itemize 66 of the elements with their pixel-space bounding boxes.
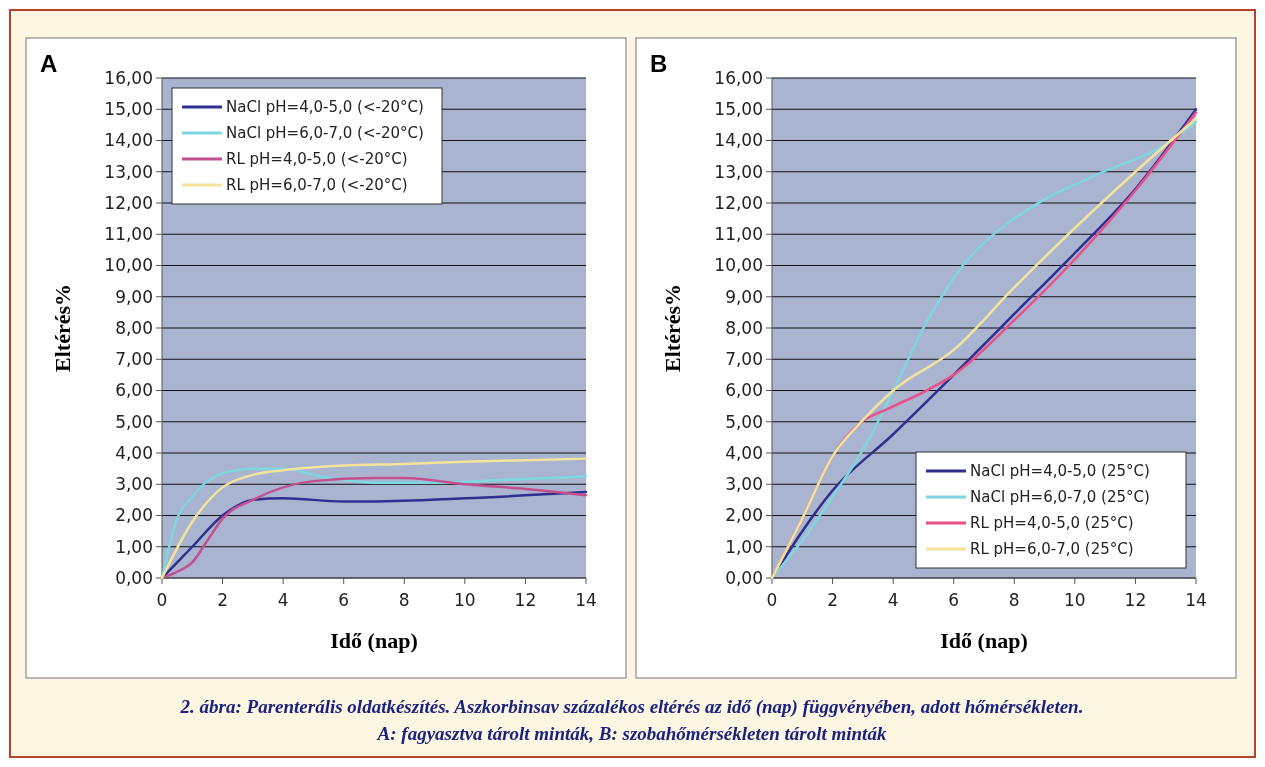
x-tick-label: 2 bbox=[827, 590, 838, 610]
legend-label: NaCl pH=6,0-7,0 (<-20°C) bbox=[226, 124, 424, 143]
y-tick-label: 15,00 bbox=[714, 99, 763, 120]
y-tick-label: 8,00 bbox=[115, 317, 153, 338]
x-tick-label: 8 bbox=[398, 590, 410, 610]
y-tick-label: 1,00 bbox=[115, 536, 153, 557]
chart-title: A bbox=[40, 50, 58, 77]
x-tick-label: 10 bbox=[1064, 590, 1086, 610]
x-tick-label: 12 bbox=[1124, 590, 1147, 610]
legend-label: RL pH=4,0-5,0 (25°C) bbox=[970, 514, 1134, 533]
y-tick-label: 16,00 bbox=[714, 67, 763, 88]
y-tick-label: 5,00 bbox=[115, 411, 153, 432]
y-tick-label: 4,00 bbox=[725, 442, 763, 463]
legend-label: NaCl pH=6,0-7,0 (25°C) bbox=[970, 488, 1150, 507]
y-tick-label: 8,00 bbox=[725, 317, 763, 338]
y-tick-label: 10,00 bbox=[104, 255, 153, 276]
y-tick-label: 15,00 bbox=[104, 99, 153, 120]
x-tick-label: 4 bbox=[277, 590, 289, 610]
x-tick-label: 6 bbox=[948, 590, 960, 610]
legend-label: NaCl pH=4,0-5,0 (<-20°C) bbox=[226, 98, 424, 117]
x-tick-label: 2 bbox=[217, 590, 228, 610]
y-tick-label: 7,00 bbox=[725, 349, 763, 370]
y-tick-label: 6,00 bbox=[115, 380, 153, 401]
y-tick-label: 13,00 bbox=[714, 161, 763, 182]
y-tick-label: 9,00 bbox=[725, 286, 763, 307]
legend-label: RL pH=6,0-7,0 (<-20°C) bbox=[226, 176, 408, 195]
legend-label: NaCl pH=4,0-5,0 (25°C) bbox=[970, 462, 1150, 481]
y-tick-label: 11,00 bbox=[104, 224, 153, 245]
chart-title: B bbox=[650, 50, 668, 77]
y-tick-label: 5,00 bbox=[725, 411, 763, 432]
y-tick-label: 2,00 bbox=[115, 505, 153, 526]
x-tick-label: 14 bbox=[1185, 590, 1207, 610]
y-tick-label: 16,00 bbox=[104, 67, 153, 88]
y-tick-label: 12,00 bbox=[714, 192, 763, 213]
y-tick-label: 9,00 bbox=[115, 286, 153, 307]
y-tick-label: 0,00 bbox=[725, 567, 763, 588]
y-tick-label: 7,00 bbox=[115, 349, 153, 370]
text: A: fagyasztva tárolt minták, B: szobahőmérsékleten tárolt minták bbox=[376, 723, 887, 744]
y-tick-label: 0,00 bbox=[115, 567, 153, 588]
x-tick-label: 4 bbox=[887, 590, 899, 610]
x-tick-label: 12 bbox=[514, 590, 537, 610]
y-axis-title: Eltérés% bbox=[50, 284, 75, 372]
y-axis-title: Eltérés% bbox=[660, 284, 685, 372]
y-tick-label: 13,00 bbox=[104, 161, 153, 182]
x-tick-label: 6 bbox=[338, 590, 350, 610]
text: 2. ábra: Parenterális oldatkészítés. Aszkorbinsav százalékos eltérés az idő (nap) függvényében, adott hőmérsékleten. bbox=[179, 696, 1084, 718]
x-axis-title: Idő (nap) bbox=[330, 628, 418, 653]
y-tick-label: 10,00 bbox=[714, 255, 763, 276]
y-tick-label: 6,00 bbox=[725, 380, 763, 401]
x-tick-label: 10 bbox=[454, 590, 476, 610]
y-tick-label: 4,00 bbox=[115, 442, 153, 463]
y-tick-label: 3,00 bbox=[725, 474, 763, 495]
x-axis-title: Idő (nap) bbox=[940, 628, 1028, 653]
y-tick-label: 1,00 bbox=[725, 536, 763, 557]
legend-label: RL pH=6,0-7,0 (25°C) bbox=[970, 540, 1134, 559]
y-tick-label: 14,00 bbox=[104, 130, 153, 151]
y-tick-label: 12,00 bbox=[104, 192, 153, 213]
y-tick-label: 11,00 bbox=[714, 224, 763, 245]
x-tick-label: 0 bbox=[156, 590, 168, 610]
x-tick-label: 0 bbox=[766, 590, 778, 610]
legend-label: RL pH=4,0-5,0 (<-20°C) bbox=[226, 150, 408, 169]
x-tick-label: 14 bbox=[575, 590, 597, 610]
x-tick-label: 8 bbox=[1008, 590, 1020, 610]
y-tick-label: 3,00 bbox=[115, 474, 153, 495]
y-tick-label: 2,00 bbox=[725, 505, 763, 526]
y-tick-label: 14,00 bbox=[714, 130, 763, 151]
